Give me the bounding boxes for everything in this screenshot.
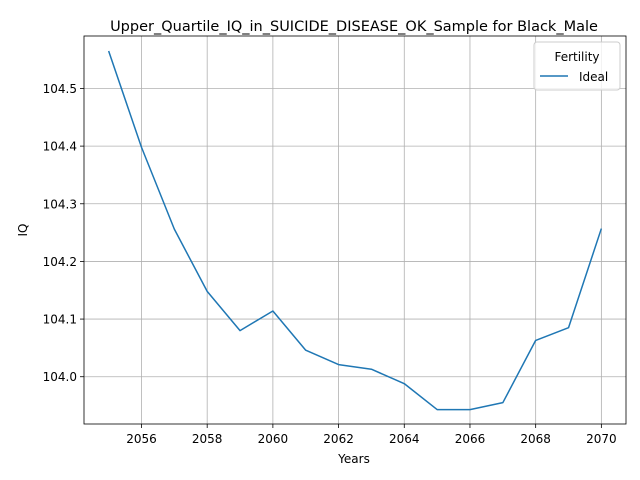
x-tick-label: 2056 — [126, 432, 157, 446]
x-tick-label: 2058 — [192, 432, 223, 446]
legend: Fertility Ideal — [533, 41, 621, 91]
y-tick-label: 104.0 — [43, 370, 77, 384]
series-lines — [107, 50, 603, 411]
x-tick-label: 2064 — [389, 432, 420, 446]
y-tick-label: 104.4 — [43, 140, 77, 154]
series-line-ideal — [107, 50, 603, 411]
y-tick-label: 104.1 — [43, 313, 77, 327]
x-tick-label: 2060 — [258, 432, 289, 446]
y-tick-label: 104.5 — [43, 82, 77, 96]
x-tick-label: 2066 — [455, 432, 486, 446]
x-tick-label: 2062 — [323, 432, 354, 446]
legend-title: Fertility — [554, 50, 599, 64]
y-tick-label: 104.3 — [43, 197, 77, 211]
y-axis-label: IQ — [16, 224, 30, 237]
x-axis-label: Years — [337, 452, 370, 466]
chart-title: Upper_Quartile_IQ_in_SUICIDE_DISEASE_OK_… — [110, 19, 598, 35]
grid — [84, 36, 626, 424]
y-tick-label: 104.2 — [43, 255, 77, 269]
y-axis-ticks: 104.0 104.1 104.2 104.3 104.4 104.5 — [43, 82, 84, 384]
x-tick-label: 2070 — [586, 432, 617, 446]
legend-label-ideal: Ideal — [579, 70, 608, 84]
x-tick-label: 2068 — [520, 432, 551, 446]
legend-box — [533, 41, 621, 91]
x-axis-ticks: 2056 2058 2060 2062 2064 2066 2068 2070 — [126, 424, 617, 446]
plot-area-frame — [83, 35, 627, 425]
